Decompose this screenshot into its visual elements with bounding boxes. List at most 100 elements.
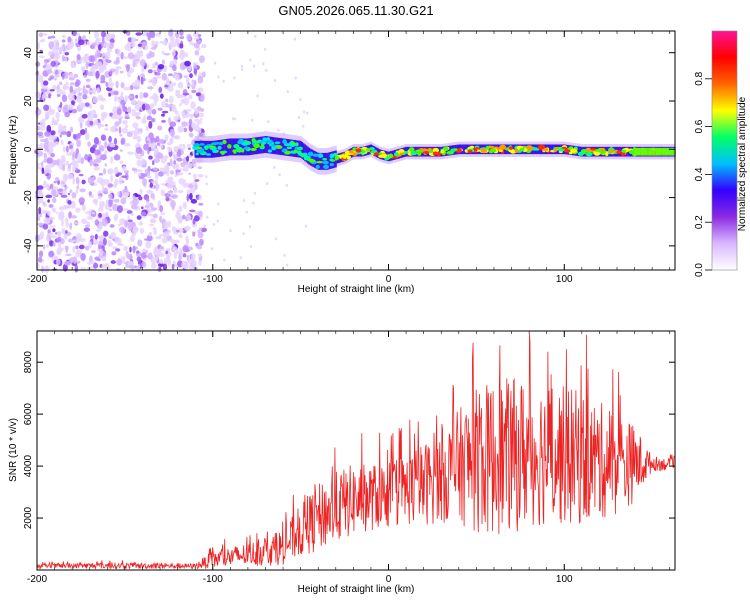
spectrogram-ridge-blob [489, 148, 494, 153]
spectrogram-noise-blob [179, 36, 185, 40]
spectrogram-noise-blob [80, 157, 85, 165]
spectrogram-ridge-blob [473, 147, 478, 152]
spectrogram-noise-blob [131, 108, 136, 117]
spectrogram-noise-blob [44, 265, 50, 274]
spectrogram-noise-blob [128, 224, 134, 232]
spectrogram-ridge-blob [355, 148, 362, 153]
spectrogram-noise-blob [141, 103, 146, 111]
spectrogram-noise-blob [116, 52, 122, 56]
spectrogram-noise-blob [39, 124, 46, 131]
spectrogram-ridge-band [548, 144, 551, 155]
spectrogram-noise-blob [160, 189, 165, 196]
spectrogram-noise-blob [69, 222, 73, 231]
snr-y-tick-label: 2000 [23, 506, 34, 529]
spectrogram-noise-blob [175, 89, 180, 93]
snr-background [37, 331, 675, 570]
spectrogram-ridge-tail [651, 147, 653, 156]
spectrogram-ridge-blob [233, 150, 237, 154]
spectrogram-noise-blob [155, 33, 161, 37]
spectrogram-noise-blob [132, 226, 139, 233]
spectrogram-noise-blob [201, 71, 206, 78]
spectrogram-noise-blob [193, 42, 200, 49]
spectrogram-noise-blob [122, 189, 129, 193]
spectrogram-noise-blob [88, 110, 93, 114]
spectrogram-noise-blob [92, 87, 97, 95]
spectrogram-noise-blob [109, 143, 116, 148]
spectrogram-noise-blob [144, 169, 149, 175]
spectrogram-ridge-tail [650, 147, 652, 156]
spectrogram-noise-blob [119, 149, 123, 152]
spectrogram-noise-blob [120, 137, 126, 145]
spectrogram-noise-blob [118, 176, 123, 185]
spectrogram-noise-blob [177, 215, 184, 222]
spectrogram-ridge-blob [317, 153, 324, 158]
spectrogram-ridge-band [447, 145, 450, 156]
spectrogram-noise-blob [146, 189, 154, 194]
spectrogram-noise-blob [74, 264, 79, 273]
spectrogram-noise-blob [151, 78, 154, 83]
spectrogram-ridge-blob [304, 152, 308, 157]
spectrogram-ridge-band [328, 152, 330, 170]
spectrogram-noise-blob [42, 118, 48, 122]
spectrogram-noise-blob [149, 96, 155, 99]
spectrogram-ridge-blob [378, 152, 383, 155]
spectrogram-noise-blob [186, 33, 192, 41]
spectrogram-noise-blob [103, 187, 109, 193]
spectrogram-noise-blob [57, 123, 63, 132]
spectrogram-noise-blob [110, 174, 114, 183]
spectrogram-noise-blob [64, 52, 69, 56]
spectrogram-noise-blob [90, 250, 96, 253]
spectrogram-noise-blob [158, 234, 164, 237]
spectrogram-noise-blob [129, 84, 134, 91]
spectrogram-ridge-blob [199, 143, 205, 146]
spectrogram-noise-blob [199, 238, 204, 246]
spectrogram-noise-blob [188, 209, 196, 213]
spectrogram-noise-blob [172, 58, 178, 65]
spectrogram-signal-ridge [192, 131, 676, 175]
spectrogram-ridge-blob [441, 149, 445, 154]
spectrogram-noise-blob [181, 121, 188, 127]
spectrogram-noise-blob [40, 198, 44, 203]
spectrogram-ridge-blob [329, 153, 335, 159]
spectrogram-ridge-blob [283, 143, 291, 147]
spectrogram-noise-blob [43, 104, 50, 111]
spectrogram-noise-blob [61, 94, 68, 103]
spectrogram-noise-blob [178, 233, 183, 239]
spectrogram-noise-blob [39, 138, 47, 143]
spectrogram-noise-blob [127, 52, 135, 60]
spectrogram-noise-blob [115, 68, 119, 76]
spectrogram-ridge-blob [217, 145, 222, 150]
colorbar-ticks: 0.0 0.2 0.4 0.6 0.8 [694, 71, 712, 277]
spectrogram-ridge-band [578, 146, 581, 157]
snr-y-tick-label: 4000 [23, 455, 34, 478]
spectrogram-noise-blob [167, 79, 170, 86]
spectrogram-noise-blob [169, 121, 177, 128]
spectrogram-ridge-blob [348, 150, 354, 154]
spectrogram-noise-blob [67, 200, 72, 205]
spectrogram-noise-blob [108, 42, 115, 50]
spectrogram-ridge-band [293, 139, 295, 157]
spectrogram-noise-blob [87, 71, 94, 77]
spectrogram-ridge-blob [393, 152, 399, 157]
spectrogram-noise-blob [186, 214, 192, 221]
spectrogram-noise-blob [174, 110, 179, 115]
spectrogram-noise-blob [148, 30, 155, 38]
spectrogram-noise-blob [249, 244, 253, 248]
spectrogram-noise-blob [115, 66, 123, 70]
spectrogram-noise-blob [97, 244, 102, 250]
spectrogram-ridge-blob [312, 153, 320, 157]
spectrogram-noise-blob [149, 103, 155, 109]
spectrogram-x-ticks: -200 -100 0 100 [27, 31, 671, 285]
spectrogram-noise-blob [49, 225, 56, 229]
spectrogram-noise-blob [52, 207, 56, 213]
spectrogram-ridge-band [551, 144, 554, 155]
spectrogram-noise-blob [161, 72, 168, 81]
spectrogram-noise-blob [182, 201, 187, 210]
spectrogram-ridge-blob [307, 158, 315, 162]
spectrogram-ridge-blob [403, 150, 409, 154]
spectrogram-noise-blob [71, 30, 77, 37]
spectrogram-noise-blob [190, 259, 197, 267]
spectrogram-noise-blob [240, 64, 243, 68]
spectrogram-noise-blob [51, 135, 58, 140]
spectrogram-noise-blob [69, 85, 74, 94]
